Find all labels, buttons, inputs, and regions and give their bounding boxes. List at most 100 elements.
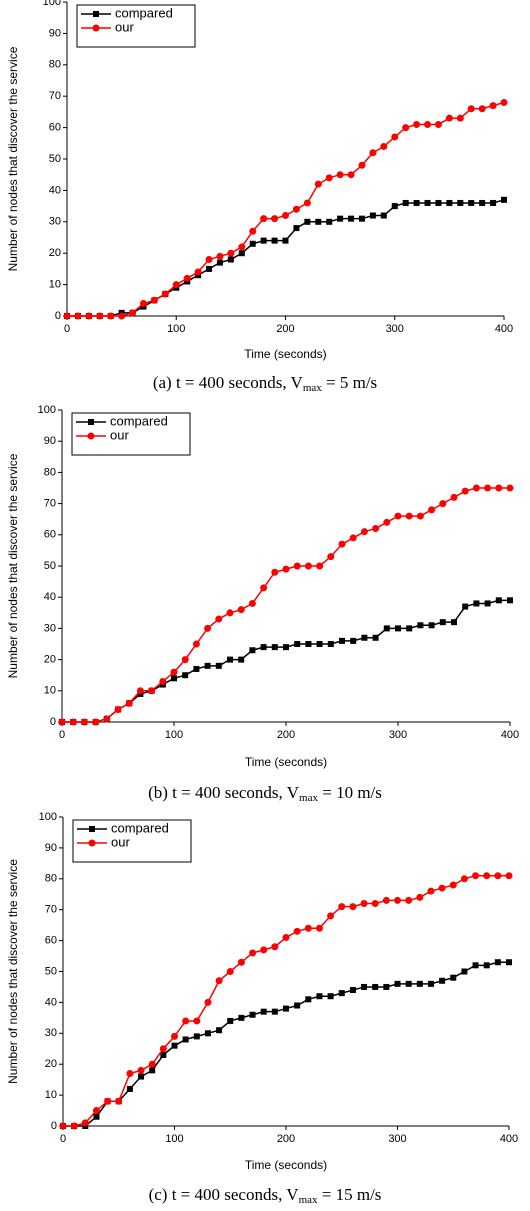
- marker: [358, 215, 365, 222]
- marker: [148, 1060, 156, 1068]
- marker: [114, 706, 122, 714]
- legend-label: compared: [115, 5, 173, 20]
- marker: [249, 1011, 256, 1018]
- marker: [347, 171, 355, 179]
- marker: [148, 687, 156, 695]
- marker: [405, 980, 412, 987]
- marker: [427, 887, 435, 895]
- marker: [304, 562, 312, 570]
- marker: [462, 603, 469, 610]
- marker: [505, 872, 513, 880]
- marker: [413, 120, 421, 128]
- x-tick-label: 100: [167, 323, 185, 335]
- x-tick-label: 200: [276, 323, 294, 335]
- marker: [170, 668, 178, 676]
- marker: [85, 312, 93, 320]
- marker: [506, 959, 512, 966]
- marker: [369, 149, 377, 157]
- marker: [104, 1097, 112, 1105]
- y-tick-label: 60: [45, 935, 57, 947]
- y-tick-label: 60: [44, 529, 56, 541]
- y-axis-label: Number of nodes that discover the servic…: [6, 453, 20, 678]
- marker: [484, 600, 491, 607]
- marker: [439, 619, 446, 626]
- marker: [339, 637, 345, 644]
- marker: [490, 199, 497, 206]
- marker: [70, 1122, 78, 1130]
- y-tick-label: 30: [49, 216, 61, 228]
- marker: [293, 927, 301, 935]
- marker: [215, 977, 223, 985]
- marker: [435, 199, 442, 206]
- marker: [478, 105, 486, 113]
- marker: [216, 259, 223, 266]
- y-tick-label: 20: [45, 1058, 57, 1070]
- marker: [88, 419, 94, 425]
- marker: [271, 1008, 278, 1015]
- marker: [126, 1085, 133, 1092]
- marker: [315, 218, 322, 225]
- marker: [139, 299, 147, 307]
- marker: [304, 218, 311, 225]
- y-tick-label: 100: [43, 0, 61, 8]
- marker: [484, 484, 492, 492]
- caption-part: = 5 m/s: [322, 373, 377, 392]
- marker: [416, 980, 423, 987]
- marker: [360, 900, 368, 908]
- marker: [327, 912, 335, 920]
- marker: [394, 980, 401, 987]
- marker: [260, 1008, 267, 1015]
- marker: [350, 637, 357, 644]
- marker: [237, 606, 245, 614]
- marker: [215, 615, 223, 623]
- marker: [129, 309, 137, 317]
- marker: [282, 212, 289, 220]
- marker: [380, 212, 387, 219]
- marker: [69, 718, 77, 726]
- marker: [103, 715, 111, 723]
- marker: [479, 199, 486, 206]
- y-tick-label: 70: [44, 498, 56, 510]
- marker: [181, 656, 189, 664]
- x-tick-label: 400: [500, 1133, 518, 1145]
- marker: [126, 1069, 134, 1077]
- marker: [192, 640, 200, 648]
- marker: [59, 1122, 67, 1130]
- marker: [472, 872, 480, 880]
- marker: [271, 237, 278, 244]
- marker: [358, 161, 366, 169]
- marker: [93, 11, 99, 17]
- marker: [249, 949, 257, 957]
- marker: [372, 525, 380, 533]
- x-tick-label: 0: [64, 323, 70, 335]
- y-tick-label: 80: [49, 59, 61, 71]
- marker: [292, 205, 300, 213]
- y-tick-label: 30: [45, 1027, 57, 1039]
- marker: [227, 256, 234, 263]
- marker: [483, 872, 491, 880]
- marker: [402, 199, 409, 206]
- marker: [383, 625, 390, 632]
- marker: [427, 980, 434, 987]
- marker: [314, 180, 322, 188]
- marker: [445, 114, 453, 122]
- marker: [294, 1002, 301, 1009]
- marker: [136, 687, 144, 695]
- marker: [467, 105, 475, 113]
- y-tick-label: 40: [44, 591, 56, 603]
- marker: [216, 252, 224, 260]
- marker: [215, 662, 222, 669]
- marker: [391, 133, 399, 141]
- marker: [204, 624, 212, 632]
- marker: [417, 622, 424, 629]
- marker: [92, 718, 100, 726]
- marker: [500, 98, 508, 106]
- marker: [115, 1097, 123, 1105]
- marker: [294, 641, 301, 647]
- marker: [238, 243, 246, 251]
- marker: [489, 102, 497, 110]
- marker: [369, 212, 376, 219]
- marker: [260, 584, 268, 592]
- marker: [472, 484, 480, 492]
- y-tick-label: 0: [50, 716, 56, 728]
